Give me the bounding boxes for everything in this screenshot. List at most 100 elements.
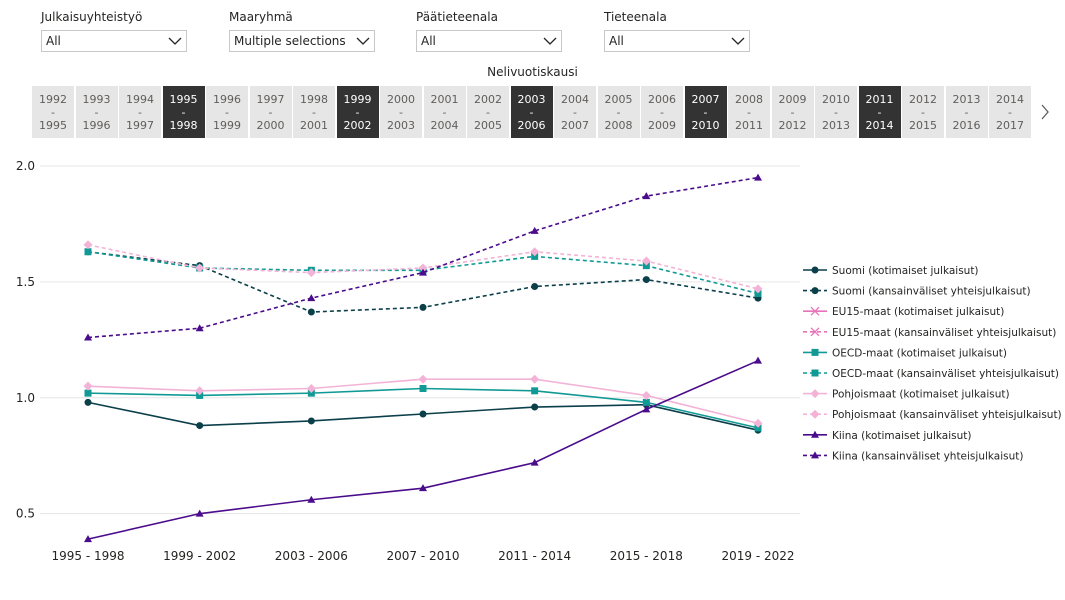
period-chip[interactable]: 1995-1998 [162,86,205,138]
period-chip[interactable]: 2013-2016 [945,86,988,138]
filter-dropdown[interactable]: All [416,30,562,52]
filter-dropdown[interactable]: All [604,30,750,52]
filter-value: All [609,34,624,48]
period-start: 2012 [909,92,937,106]
period-chip[interactable]: 1992-1995 [32,86,74,138]
period-end: 2006 [517,118,546,132]
period-end: 2011 [735,118,763,132]
period-chip[interactable]: 1998-2001 [293,86,335,138]
period-end: 2008 [604,118,633,132]
period-start: 2001 [430,92,459,106]
filter-maaryhma: Maaryhmä Multiple selections [229,9,375,52]
data-point [530,458,539,466]
period-chip[interactable]: 1996-1999 [206,86,248,138]
period-end: 1998 [169,118,198,132]
data-point [84,248,92,256]
period-chip[interactable]: 2003-2006 [510,86,553,138]
period-chip[interactable]: 1999-2002 [336,86,379,138]
period-end: 2013 [822,118,850,132]
data-point [530,226,539,234]
legend-item: Pohjoismaat (kansainväliset yhteisjulkai… [803,409,1062,421]
series-line-group [84,356,762,543]
filter-paatieteenala: Päätieteenala All [416,9,562,52]
data-point [642,192,651,200]
data-point [196,391,204,399]
data-point [307,417,315,425]
legend-label: EU15-maat (kansainväliset yhteisjulkaisu… [832,327,1056,339]
x-tick-label: 1995 - 1998 [51,549,124,563]
data-point [531,252,539,260]
data-point [195,324,204,332]
period-start: 2005 [604,92,633,106]
legend-item: Kiina (kansainväliset yhteisjulkaisut) [803,450,1023,462]
period-chip[interactable]: 2011-2014 [858,86,901,138]
filter-dropdown[interactable]: Multiple selections [229,30,375,52]
data-point [754,424,762,432]
period-chip[interactable]: 2014-2017 [989,86,1031,138]
period-separator: - [355,105,360,119]
period-end: 2005 [474,118,502,132]
period-chip[interactable]: 2000-2003 [380,86,422,138]
data-point [84,398,92,406]
period-separator: - [1008,105,1012,119]
filter-label: Päätieteenala [416,10,498,24]
period-chip[interactable]: 2002-2005 [467,86,509,138]
period-start: 2003 [517,92,546,106]
period-end: 2012 [778,118,807,132]
period-chip[interactable]: 2005-2008 [597,86,640,138]
period-chip[interactable]: 2010-2013 [815,86,857,138]
legend-item: Pohjoismaat (kotimaiset julkaisut) [803,389,1010,401]
series-line [87,176,759,339]
period-chip[interactable]: 2001-2004 [423,86,466,138]
period-end: 2009 [648,118,676,132]
x-tick-label: 2007 - 2010 [386,549,459,563]
data-point [753,284,763,294]
filter-label: Julkaisuyhteistyö [41,10,143,24]
data-point [641,390,651,400]
period-separator: - [660,105,664,119]
period-chip[interactable]: 1994-1997 [119,86,161,138]
period-chip[interactable]: 2007-2010 [684,86,727,138]
period-chip[interactable]: 2004-2007 [554,86,596,138]
period-separator: - [399,105,403,119]
data-point [754,356,762,364]
period-separator: - [51,105,55,119]
data-point [641,256,651,266]
period-start: 1992 [39,92,67,106]
period-chip[interactable]: 2012-2015 [902,86,944,138]
filter-dropdown[interactable]: All [41,30,187,52]
period-chip[interactable]: 2006-2009 [641,86,683,138]
x-tick-label: 2019 - 2022 [721,549,794,563]
data-point [307,389,315,397]
period-start: 2004 [561,92,589,106]
data-point [530,374,540,384]
period-chip[interactable]: 2009-2012 [771,86,814,138]
period-start: 1993 [82,92,111,106]
y-tick-label: 1.0 [16,391,35,405]
data-point [307,495,316,503]
period-end: 2015 [909,118,937,132]
period-separator: - [616,105,621,119]
period-separator: - [486,105,490,119]
period-start: 2008 [735,92,763,106]
period-chip[interactable]: 1993-1996 [75,86,118,138]
period-start: 2000 [387,92,415,106]
period-end: 2002 [343,118,372,132]
data-point [307,308,315,316]
data-point [195,509,204,517]
legend-label: Suomi (kansainväliset yhteisjulkaisut) [832,286,1031,298]
data-point [811,430,819,438]
period-end: 1997 [126,118,154,132]
legend-label: Suomi (kotimaiset julkaisut) [832,265,979,277]
data-point [810,409,820,419]
chevron-right-icon[interactable] [1038,102,1052,122]
series-line-group [83,374,763,428]
data-point [811,287,819,295]
data-point [419,484,427,492]
y-tick-label: 2.0 [16,159,35,173]
legend-label: OECD-maat (kansainväliset yhteisjulkaisu… [832,368,1059,380]
period-chip[interactable]: 1997-2000 [249,86,292,138]
legend-label: EU15-maat (kotimaiset julkaisut) [832,306,1004,318]
period-chip[interactable]: 2008-2011 [728,86,770,138]
series-line-group [84,384,762,432]
